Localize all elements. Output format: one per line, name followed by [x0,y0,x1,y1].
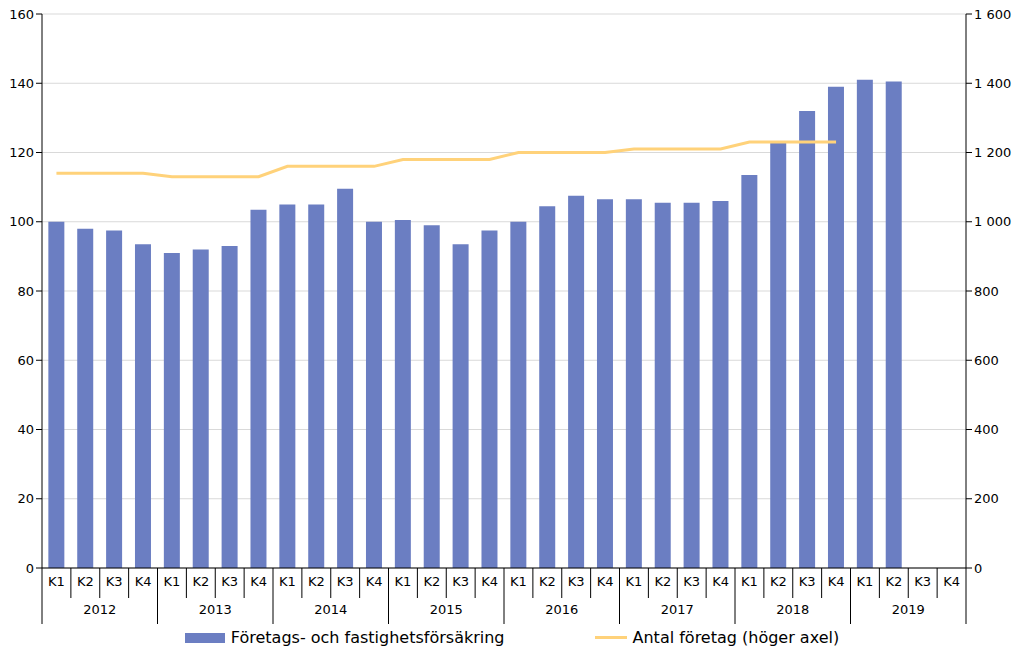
svg-text:60: 60 [17,353,34,368]
svg-text:100: 100 [9,214,34,229]
svg-text:K1: K1 [510,574,527,589]
svg-text:400: 400 [974,422,999,437]
svg-text:800: 800 [974,284,999,299]
svg-text:K2: K2 [77,574,94,589]
svg-text:K1: K1 [395,574,412,589]
svg-text:K2: K2 [539,574,556,589]
svg-text:K3: K3 [568,574,585,589]
svg-text:K3: K3 [683,574,700,589]
svg-text:2017: 2017 [661,602,694,617]
svg-text:K4: K4 [597,574,614,589]
svg-text:K4: K4 [366,574,383,589]
svg-text:0: 0 [26,561,34,576]
svg-text:K1: K1 [626,574,643,589]
svg-text:2013: 2013 [199,602,232,617]
svg-text:K2: K2 [423,574,440,589]
svg-text:K1: K1 [857,574,874,589]
svg-text:160: 160 [9,7,34,22]
svg-text:K4: K4 [943,574,960,589]
svg-text:K4: K4 [250,574,267,589]
svg-text:K4: K4 [481,574,498,589]
svg-text:80: 80 [17,284,34,299]
svg-text:1 000: 1 000 [974,214,1011,229]
svg-text:2019: 2019 [892,602,925,617]
svg-text:K3: K3 [914,574,931,589]
svg-text:1 600: 1 600 [974,7,1011,22]
svg-text:K3: K3 [221,574,238,589]
svg-text:2018: 2018 [776,602,809,617]
svg-text:2012: 2012 [83,602,116,617]
svg-text:2015: 2015 [430,602,463,617]
svg-text:K3: K3 [106,574,123,589]
svg-text:K1: K1 [279,574,296,589]
svg-text:120: 120 [9,145,34,160]
svg-text:1 200: 1 200 [974,145,1011,160]
svg-text:1 400: 1 400 [974,76,1011,91]
svg-text:K4: K4 [135,574,152,589]
html-text:Antal företag (höger axel): Antal företag (höger axel) [632,628,840,647]
svg-text:2014: 2014 [314,602,347,617]
svg-text:40: 40 [17,422,34,437]
svg-text:600: 600 [974,353,999,368]
svg-text:K2: K2 [885,574,902,589]
svg-text:K3: K3 [452,574,469,589]
svg-text:K4: K4 [828,574,845,589]
svg-text:2016: 2016 [545,602,578,617]
svg-text:200: 200 [974,491,999,506]
svg-text:K3: K3 [337,574,354,589]
svg-text:0: 0 [974,561,982,576]
svg-text:K4: K4 [712,574,729,589]
svg-text:140: 140 [9,76,34,91]
svg-text:K1: K1 [164,574,181,589]
svg-text:K1: K1 [741,574,758,589]
svg-text:K1: K1 [48,574,65,589]
html-text:Företags- och fastighetsförsäk: Företags- och fastighetsförsäkring [230,628,505,647]
svg-text:K3: K3 [799,574,816,589]
svg-text:20: 20 [17,491,34,506]
svg-text:K2: K2 [770,574,787,589]
svg-text:K2: K2 [654,574,671,589]
svg-text:K2: K2 [192,574,209,589]
svg-text:K2: K2 [308,574,325,589]
